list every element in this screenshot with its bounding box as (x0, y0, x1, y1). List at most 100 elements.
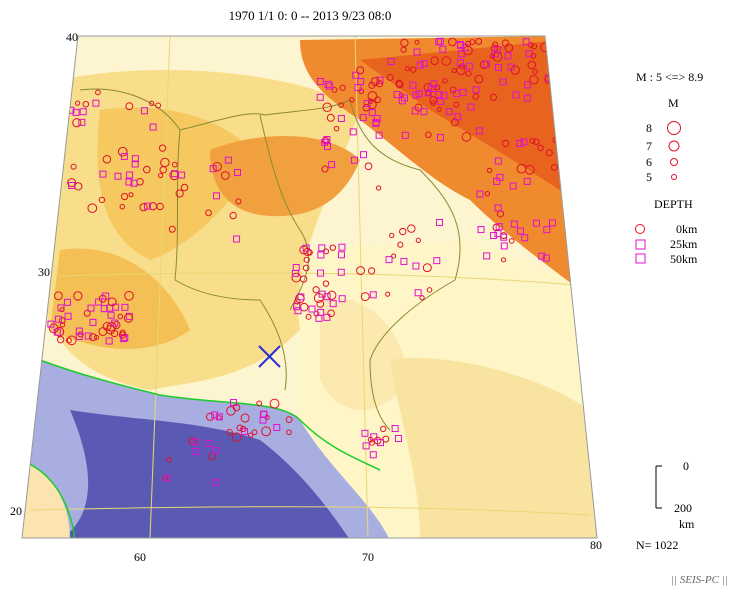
earthquake-marker (349, 128, 357, 136)
earthquake-marker (87, 203, 98, 214)
earthquake-marker (387, 58, 395, 66)
earthquake-marker (157, 172, 164, 179)
earthquake-marker (391, 425, 399, 433)
depth-header: DEPTH (654, 197, 693, 211)
earthquake-marker (294, 298, 301, 305)
earthquake-marker (370, 77, 380, 87)
earthquake-marker (367, 436, 374, 443)
earthquake-marker (389, 232, 395, 239)
earthquake-marker (400, 46, 407, 53)
earthquake-marker (88, 333, 97, 342)
earthquake-marker (56, 335, 65, 344)
iran-plateau (97, 107, 260, 260)
earthquake-marker (291, 269, 299, 277)
earthquake-marker (461, 132, 472, 142)
mag-5-label: 5 (646, 170, 652, 184)
earthquake-marker (399, 227, 407, 236)
earthquake-marker (436, 218, 444, 226)
earthquake-marker (369, 291, 377, 299)
earthquake-marker (121, 303, 129, 311)
earthquake-marker (256, 400, 263, 407)
lat-label-20: 20 (10, 504, 22, 518)
earthquake-marker (261, 426, 272, 437)
earthquake-marker (327, 290, 337, 300)
earthquake-marker (512, 91, 520, 99)
earthquake-marker (382, 435, 390, 443)
earthquake-marker (68, 182, 76, 190)
earthquake-marker (168, 225, 176, 233)
earthquake-markers (47, 37, 560, 487)
earthquake-marker (211, 411, 219, 419)
earthquake-marker (356, 66, 365, 75)
earthquake-marker (140, 107, 148, 115)
earthquake-marker (305, 313, 312, 320)
earthquake-marker (294, 307, 302, 315)
earthquake-marker (47, 320, 55, 328)
magnitude-range: M : 5 <=> 8.9 (636, 70, 704, 84)
earthquake-marker (476, 190, 484, 198)
earthquake-marker (171, 170, 179, 178)
earthquake-marker (400, 38, 409, 48)
earthquake-marker (524, 164, 535, 175)
earthquake-marker (112, 321, 121, 330)
depth-50-label: 50km (670, 252, 698, 266)
earthquake-marker (482, 60, 490, 68)
earthquake-marker (532, 68, 538, 75)
earthquake-marker (391, 253, 397, 259)
earthquake-marker (126, 171, 134, 179)
earthquake-marker (324, 80, 332, 88)
lon-label-60: 60 (134, 550, 146, 564)
earthquake-marker (422, 263, 432, 273)
earthquake-marker (327, 309, 335, 318)
earthquake-marker (285, 416, 293, 424)
earthquake-marker (500, 242, 508, 250)
earthquake-marker (158, 144, 167, 152)
lon-label-70: 70 (362, 550, 374, 564)
earthquake-marker (269, 398, 280, 409)
event-count: N= 1022 (636, 538, 679, 552)
earthquake-marker (520, 138, 528, 146)
earthquake-marker (459, 63, 466, 70)
earthquake-marker (430, 80, 438, 88)
earthquake-marker (323, 142, 331, 150)
earthquake-marker (474, 74, 484, 84)
earthquake-marker (74, 100, 81, 106)
earthquake-marker (299, 302, 309, 312)
earthquake-marker (318, 290, 326, 298)
depth-0-symbol (635, 224, 645, 234)
earthquake-marker (433, 257, 441, 265)
earthquake-marker (469, 39, 476, 46)
earthquake-marker (321, 136, 330, 145)
earthquake-marker (533, 138, 540, 146)
earthquake-marker (79, 108, 87, 116)
earthquake-marker (286, 429, 292, 436)
earthquake-marker (54, 315, 62, 323)
earthquake-marker (166, 456, 172, 463)
earthquake-marker (493, 177, 501, 185)
earthquake-marker (529, 137, 536, 144)
earthquake-marker (494, 64, 502, 72)
earthquake-marker (63, 298, 71, 306)
earthquake-marker (415, 237, 422, 243)
earthquake-marker (291, 272, 302, 283)
earthquake-marker (385, 256, 393, 264)
earthquake-marker (192, 448, 200, 456)
earthquake-marker (521, 234, 529, 242)
earthquake-marker (70, 163, 77, 170)
earthquake-marker (58, 317, 66, 324)
earthquake-marker (111, 319, 119, 327)
earthquake-marker (410, 66, 417, 73)
arabia-coast (22, 460, 70, 538)
earthquake-marker (380, 425, 387, 433)
earthquake-marker (495, 223, 503, 231)
earthquake-marker (212, 192, 220, 200)
earthquake-marker (510, 220, 518, 228)
mag-7-symbol (668, 140, 680, 152)
earthquake-marker (100, 305, 108, 313)
earthquake-marker (351, 156, 359, 164)
earthquake-marker (368, 109, 376, 117)
earthquake-marker (501, 139, 510, 148)
earthquake-marker (118, 331, 127, 339)
earthquake-marker (171, 161, 178, 168)
map-frame (21, 35, 598, 539)
